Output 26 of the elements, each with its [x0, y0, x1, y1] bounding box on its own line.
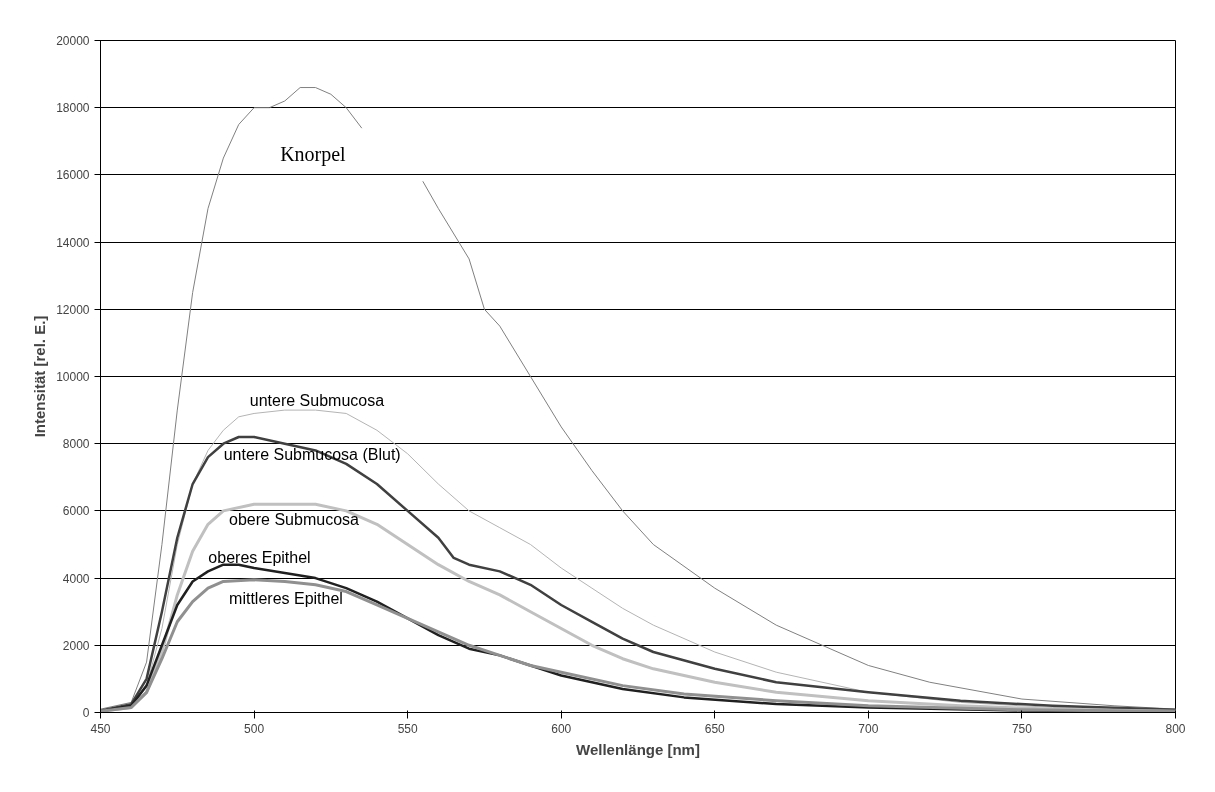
y-tick-label: 18000	[56, 101, 90, 116]
series-label: mittleres Epithel	[229, 589, 343, 607]
series-label: oberes Epithel	[208, 548, 311, 566]
x-tick-label: 500	[244, 721, 265, 736]
y-axis-title: Intensität [rel. E.]	[31, 315, 49, 438]
y-tick-label: 10000	[56, 370, 90, 384]
x-tick-label: 600	[551, 721, 572, 736]
y-tick-label: 2000	[62, 638, 90, 653]
y-tick-label: 6000	[62, 504, 90, 519]
x-tick-label: 750	[1011, 721, 1033, 736]
x-tick-label: 700	[858, 721, 879, 736]
series-label: Knorpel	[280, 142, 347, 166]
y-tick-label: 14000	[56, 235, 90, 250]
x-tick-label: 550	[397, 721, 418, 736]
x-tick-label: 800	[1165, 721, 1186, 736]
y-tick-label: 8000	[62, 437, 90, 452]
x-axis-title: Wellenlänge [nm]	[576, 740, 700, 758]
series-label: obere Submucosa	[229, 511, 360, 529]
y-tick-label: 4000	[62, 571, 90, 586]
y-tick-label: 16000	[56, 168, 90, 183]
y-tick-label: 20000	[56, 34, 90, 48]
series-label: untere Submucosa	[249, 392, 385, 410]
y-tick-label: 0	[82, 706, 90, 720]
x-tick-label: 650	[704, 721, 726, 736]
y-tick-label: 12000	[56, 302, 90, 317]
x-tick-label: 450	[90, 721, 111, 736]
